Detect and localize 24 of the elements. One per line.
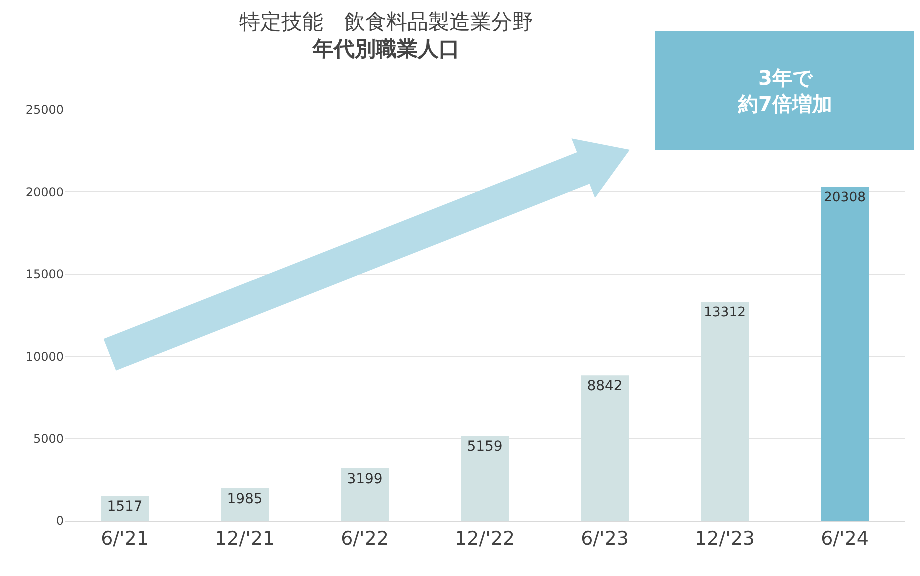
y-tick-label: 5000: [33, 432, 64, 446]
data-label: 3199: [347, 471, 383, 488]
x-tick-label: 12/'21: [215, 528, 275, 550]
x-tick-label: 6/'21: [101, 528, 149, 550]
y-tick-label: 25000: [26, 103, 64, 118]
x-tick-label: 6/'24: [821, 528, 869, 550]
data-label: 8842: [587, 378, 623, 395]
data-label: 1517: [107, 499, 143, 516]
annotation: 3年で約7倍増加: [738, 66, 832, 116]
y-tick-label: 15000: [26, 268, 64, 282]
data-label: 1985: [227, 491, 263, 508]
data-label: 20308: [824, 190, 866, 206]
chart-title: 特定技能 飲食料品製造業分野: [239, 10, 534, 34]
y-tick-label: 10000: [26, 350, 64, 364]
y-tick-label: 20000: [26, 185, 64, 200]
data-label: 13312: [704, 305, 746, 320]
x-tick-label: 6/'22: [341, 528, 389, 550]
chart-subtitle: 年代別職業人口: [312, 37, 460, 62]
x-tick-label: 6/'23: [581, 528, 629, 550]
data-label: 5159: [467, 439, 503, 456]
x-tick-label: 12/'22: [455, 528, 515, 550]
bar: [821, 187, 869, 521]
x-tick-label: 12/'23: [695, 528, 755, 550]
y-tick-label: 0: [56, 514, 64, 528]
